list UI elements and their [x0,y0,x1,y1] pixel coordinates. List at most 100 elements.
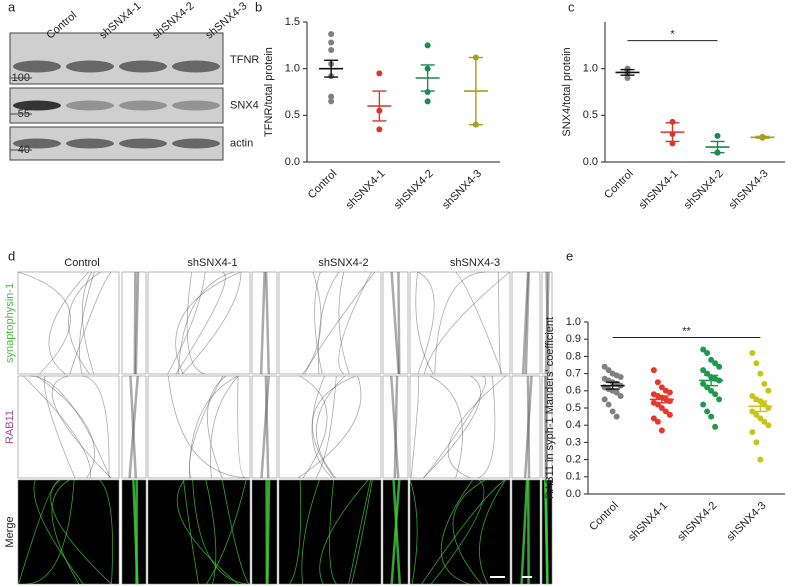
neurite [415,271,434,375]
data-point [757,370,764,377]
data-point [712,423,719,430]
blot-band [66,60,114,73]
y-axis-label: RAB11 in syph-1 Manders' coefficient [544,317,556,499]
neurite [209,375,239,479]
neurite [181,271,242,375]
neurite [317,271,340,375]
neurite [338,271,372,375]
blot-band [13,100,61,111]
panel-letter: d [8,248,15,263]
neurite [189,375,224,479]
x-tick-label: shSNX4-3 [440,168,484,212]
neurite [259,271,266,375]
x-tick-label: shSNX4-3 [725,500,769,544]
neurite [434,271,487,375]
data-point [700,367,707,374]
error-bar [372,90,387,122]
neurite [455,271,503,375]
neurite [23,375,91,479]
blot-strip [9,32,224,85]
neurite [390,271,400,375]
neurite [521,271,530,375]
blot-band [172,100,220,111]
data-point [700,346,707,353]
significance-label: ** [682,325,691,337]
neurite [205,479,217,585]
data-point [761,418,768,425]
neurite [50,479,112,585]
data-point [753,360,760,367]
panel-letter: a [8,0,16,14]
data-point [424,98,431,105]
row-label: RAB11 [4,410,16,444]
x-tick-label: shSNX4-2 [675,500,719,544]
y-tick-label: 0.5 [285,109,300,121]
grayscale-image [382,375,409,479]
neurite [409,479,418,585]
x-tick-label: Control [602,168,636,202]
data-point [658,405,665,411]
neurite [175,271,241,375]
blot-row-label: TFNR [230,54,259,66]
x-tick-label: shSNX4-1 [626,500,670,544]
error-bar [704,374,719,387]
data-point [601,396,608,403]
neurite [477,375,496,479]
panel-letter: c [568,0,575,14]
data-point [765,422,772,429]
neurite [99,479,113,585]
grayscale-image [278,375,382,479]
data-point [605,401,612,408]
data-point [328,98,335,105]
neurite [390,375,400,479]
grayscale-image [147,271,251,375]
blot-row-label: actin [230,137,253,149]
neurite [430,375,463,479]
y-axis-label: TFNR/total protein [263,47,275,137]
neurite [266,479,271,585]
neurite [134,271,140,375]
data-point [749,392,756,399]
neurite [315,375,337,479]
blot-band [66,138,114,149]
neurite [304,271,376,375]
blot-band [13,138,61,149]
neurite [167,271,206,375]
y-tick-label: 0.5 [583,109,598,121]
merge-image [511,479,541,585]
y-tick-label: 1.0 [583,63,598,75]
grayscale-image [121,271,147,375]
data-point [424,42,431,49]
data-point [605,367,612,374]
data-point [328,47,335,53]
data-point [624,75,631,81]
data-point [328,93,335,100]
neurite [167,375,250,479]
row-label: synaptophysin-1 [4,283,16,363]
neurite [338,271,350,375]
neurite [206,479,247,585]
data-point [609,408,616,415]
merge-image [409,479,511,585]
condition-label: shSNX4-3 [450,257,500,269]
neurite [520,479,529,585]
neurite [68,271,101,375]
grayscale-image [278,271,382,375]
neurite [498,271,502,375]
condition-label: shSNX4-1 [187,257,237,269]
neurite [78,271,95,375]
image-frame [382,271,409,375]
grayscale-image [409,375,511,479]
data-point [617,392,624,399]
merge-image [147,479,251,585]
data-point [757,456,764,463]
neurite [81,271,95,375]
neurite [543,375,548,479]
neurite [48,271,89,375]
grayscale-image [17,375,120,479]
neurite [177,271,234,375]
neurite [423,375,487,479]
data-point [708,387,715,394]
error-bar [605,381,620,390]
